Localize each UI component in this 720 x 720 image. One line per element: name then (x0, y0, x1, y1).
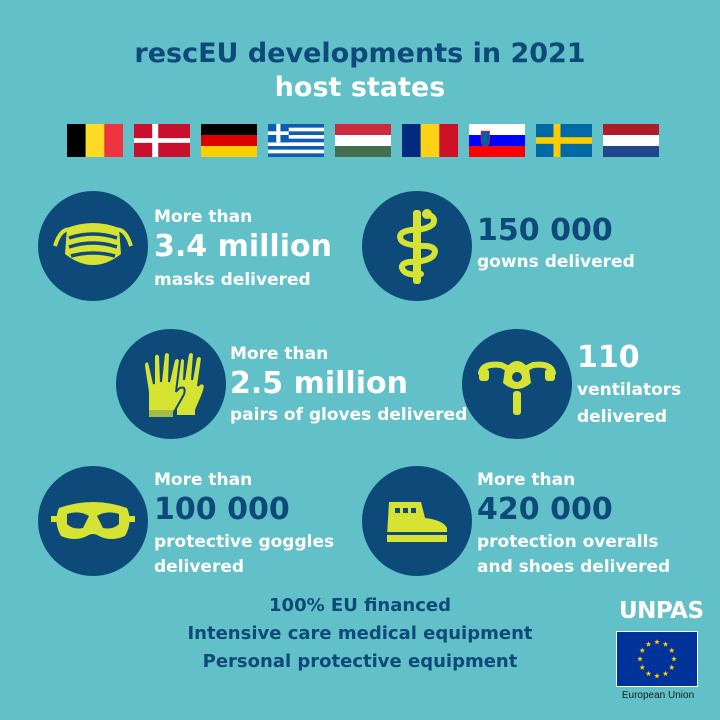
eu-star (662, 641, 669, 647)
flag-hungary (335, 124, 391, 157)
gown-circle (362, 191, 472, 301)
masks-value: 3.4 million (154, 229, 332, 264)
ventilators-label-2: delivered (577, 407, 668, 427)
footer-line-ppe: Personal protective equipment (202, 651, 518, 672)
flag-greece (268, 124, 324, 157)
gowns-value: 150 000 (477, 213, 613, 248)
eu-star (645, 670, 652, 677)
eu-star (645, 641, 652, 647)
overalls-value: 420 000 (477, 492, 613, 527)
goggles-label-1: protective goggles (154, 532, 335, 552)
mask-circle (38, 191, 148, 301)
overalls-label-1: protection overalls (477, 532, 659, 552)
ventilators-label-1: ventilators (577, 380, 682, 400)
eu-label: European Union (621, 690, 695, 701)
goggles-circle (38, 466, 148, 576)
flag-germany (201, 124, 257, 157)
eu-star (662, 670, 669, 677)
eu-star (654, 639, 660, 645)
gloves-circle (116, 329, 226, 439)
eu-star (639, 664, 646, 670)
eu-star (639, 647, 646, 653)
flag-romania (402, 124, 458, 157)
footer-line-intensive-care: Intensive care medical equipment (187, 623, 533, 644)
caduceus-icon (397, 209, 438, 284)
main-title: rescEU developments in 2021 (134, 38, 586, 69)
flag-sweden (536, 124, 592, 157)
flag-belgium (67, 124, 123, 157)
gloves-label: pairs of gloves delivered (230, 405, 468, 425)
eu-star (637, 656, 643, 662)
ventilator-circle (462, 329, 572, 439)
gloves-icon (142, 351, 206, 419)
goggles-prefix: More than (154, 470, 253, 490)
shoe-icon (387, 502, 447, 542)
unpas-logo: UNPAS (619, 598, 704, 624)
flag-row (67, 124, 659, 157)
overalls-label-2: and shoes delivered (477, 557, 671, 577)
gloves-prefix: More than (230, 344, 329, 364)
eu-flag-icon (616, 631, 698, 687)
goggles-label-2: delivered (154, 557, 245, 577)
gowns-label: gowns delivered (477, 252, 635, 272)
goggles-icon (51, 502, 135, 539)
eu-star (668, 664, 675, 670)
gloves-value: 2.5 million (230, 366, 408, 401)
eu-star (671, 656, 677, 662)
oxygen-mask-icon (478, 361, 556, 415)
overalls-prefix: More than (477, 470, 576, 490)
flag-denmark (134, 124, 190, 157)
flag-netherlands (603, 124, 659, 157)
eu-star (668, 647, 675, 653)
shoes-circle (362, 466, 472, 576)
eu-star (654, 673, 660, 679)
subtitle: host states (274, 72, 446, 103)
footer-line-financed: 100% EU financed (269, 595, 451, 616)
face-mask-icon (53, 223, 133, 265)
masks-label: masks delivered (154, 270, 311, 290)
footer: 100% EU financed Intensive care medical … (150, 592, 570, 676)
goggles-value: 100 000 (154, 492, 290, 527)
masks-prefix: More than (154, 207, 253, 227)
flag-slovenia (469, 124, 525, 157)
ventilators-value: 110 (577, 340, 640, 375)
